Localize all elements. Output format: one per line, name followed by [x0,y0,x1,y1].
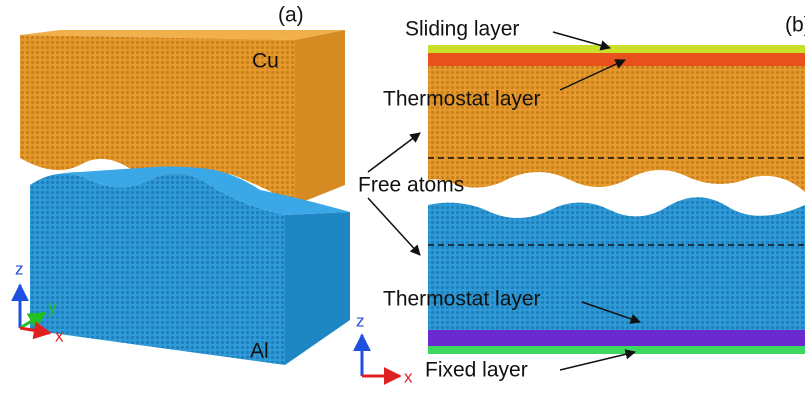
cu-slab [428,45,805,192]
axis-label: x [404,367,413,386]
layer-label: Sliding layer [405,18,519,41]
layer-label: Thermostat layer [383,288,541,311]
axes-b [362,335,400,376]
layer-label: Free atoms [358,174,464,197]
layer-label: Fixed layer [425,359,528,382]
material-label: Al [250,340,269,363]
material-label: Cu [252,50,279,73]
layer-label: Thermostat layer [383,88,541,111]
page: {"panel_a": {"label": "(a)", "top_materi… [0,0,805,393]
axis-label: z [356,311,365,330]
al-slab [428,197,805,354]
figure: (a) Cu Al z y x (b) Sliding layer Thermo… [0,0,805,393]
panel-label: (a) [278,4,304,27]
axis-label: x [55,326,64,345]
axis-label: y [48,297,57,316]
axis-label: z [15,259,24,278]
panel-label: (b) [785,14,805,37]
